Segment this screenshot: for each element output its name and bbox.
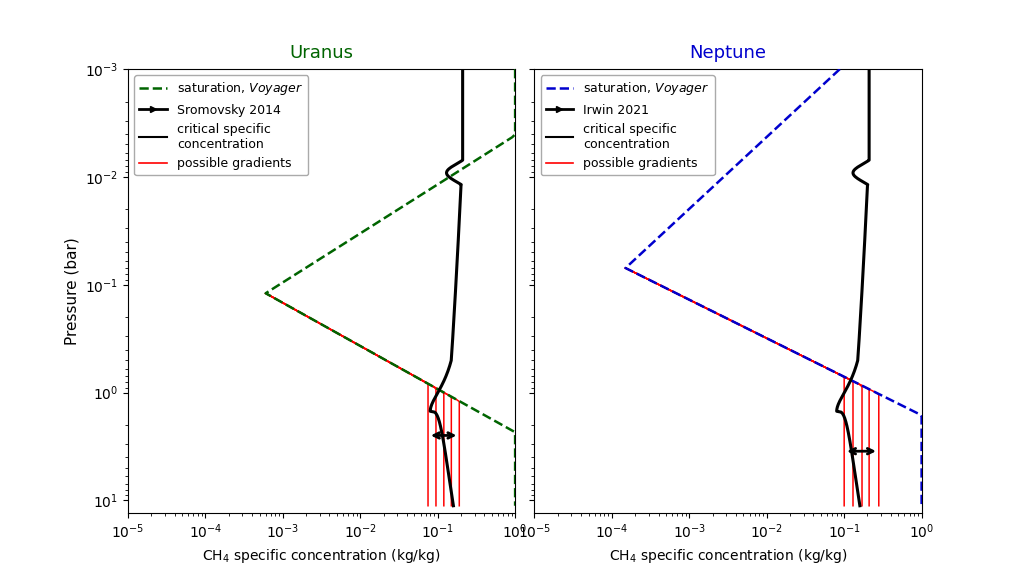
- X-axis label: CH$_4$ specific concentration (kg/kg): CH$_4$ specific concentration (kg/kg): [203, 547, 441, 564]
- X-axis label: CH$_4$ specific concentration (kg/kg): CH$_4$ specific concentration (kg/kg): [608, 547, 847, 564]
- Y-axis label: Pressure (bar): Pressure (bar): [65, 237, 80, 345]
- Title: Uranus: Uranus: [290, 44, 353, 62]
- Legend: saturation, $Voyager$, Irwin 2021, critical specific
concentration, possible gra: saturation, $Voyager$, Irwin 2021, criti…: [541, 75, 715, 175]
- Legend: saturation, $Voyager$, Sromovsky 2014, critical specific
concentration, possible: saturation, $Voyager$, Sromovsky 2014, c…: [134, 75, 308, 175]
- Title: Neptune: Neptune: [689, 44, 767, 62]
